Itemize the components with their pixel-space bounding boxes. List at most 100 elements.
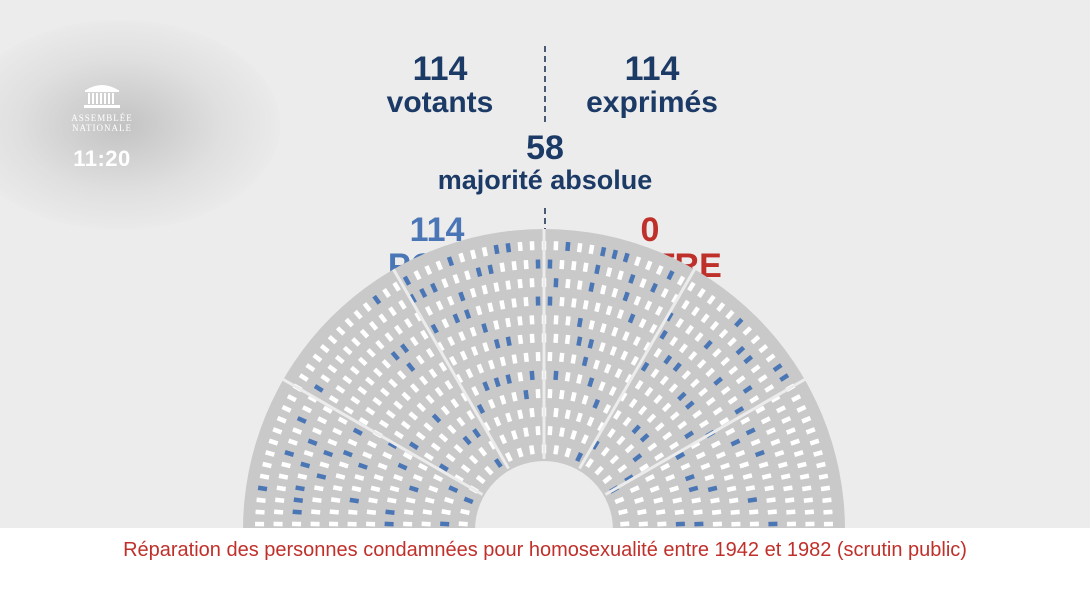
seat-pour	[342, 449, 353, 458]
seat-empty	[634, 496, 644, 504]
seat-empty	[452, 273, 460, 284]
seat-empty	[332, 427, 343, 436]
seat-empty	[564, 334, 571, 345]
seat-empty	[499, 299, 506, 310]
seat-empty	[423, 452, 434, 461]
seat-empty	[274, 497, 285, 503]
seat-empty	[629, 485, 640, 494]
seat-empty	[438, 433, 449, 443]
seat-empty	[660, 287, 669, 299]
seat-empty	[770, 438, 781, 446]
seat-pour	[462, 435, 472, 446]
seat-empty	[657, 521, 667, 527]
seat-empty	[409, 383, 420, 393]
seat-empty	[529, 315, 535, 325]
seat-empty	[265, 450, 275, 457]
seat-empty	[820, 485, 831, 492]
seat-empty	[805, 521, 815, 527]
seat-empty	[380, 387, 390, 397]
seat-empty	[676, 275, 686, 286]
seat-empty	[511, 260, 517, 271]
seat-pour	[735, 345, 746, 356]
seat-empty	[816, 461, 826, 469]
seat-pour	[400, 343, 410, 354]
seat-empty	[661, 402, 672, 413]
seat-empty	[647, 442, 658, 452]
seat-empty	[725, 427, 736, 436]
seat-empty	[373, 367, 383, 378]
seat-empty	[716, 302, 726, 312]
seat-empty	[475, 305, 483, 316]
seat-empty	[592, 359, 600, 370]
seat-empty	[783, 485, 793, 492]
seat-empty	[616, 309, 625, 320]
seat-empty	[372, 396, 383, 406]
seat-empty	[419, 375, 429, 386]
vote-caption: Réparation des personnes condamnées pour…	[123, 539, 967, 561]
seat-empty	[344, 317, 354, 328]
seat-empty	[765, 427, 776, 436]
seat-empty	[499, 262, 506, 273]
seat-pour	[745, 427, 756, 436]
seat-empty	[415, 354, 425, 365]
seat-empty	[434, 386, 444, 397]
seat-pour	[734, 317, 744, 328]
seat-empty	[775, 405, 787, 414]
seat-empty	[445, 453, 456, 463]
seat-empty	[393, 430, 404, 440]
seat-pour	[458, 291, 466, 302]
seat-empty	[420, 329, 429, 340]
seat-empty	[368, 320, 379, 331]
seat-pour	[600, 246, 607, 257]
seat-empty	[634, 379, 644, 390]
seat-pour	[553, 370, 559, 381]
seat-empty	[585, 458, 595, 469]
seat-empty	[570, 430, 578, 440]
seat-empty	[529, 333, 535, 343]
seat-empty	[301, 405, 313, 414]
seat-empty	[493, 320, 500, 330]
seat-empty	[818, 473, 829, 480]
seat-empty	[523, 352, 529, 363]
seat-empty	[392, 281, 401, 292]
seat-empty	[622, 416, 632, 427]
seat-pour	[505, 242, 512, 253]
seat-empty	[805, 427, 816, 435]
seat-empty	[505, 317, 512, 328]
seat-empty	[441, 278, 449, 289]
hemicycle-aisle	[282, 378, 484, 496]
seat-empty	[637, 509, 647, 516]
seat-pour	[440, 521, 450, 527]
seat-empty	[499, 356, 507, 367]
seat-empty	[332, 485, 343, 492]
seat-empty	[428, 368, 438, 379]
seat-pour	[640, 361, 650, 372]
stat-majorite: 58 majorité absolue	[395, 131, 695, 194]
seat-empty	[660, 462, 671, 472]
seat-empty	[402, 451, 413, 461]
seat-empty	[801, 485, 812, 492]
seat-pour	[622, 291, 630, 302]
seat-pour	[707, 485, 718, 493]
seat-empty	[571, 260, 577, 271]
seat-empty	[720, 356, 731, 367]
seat-empty	[659, 375, 669, 386]
seat-empty	[529, 241, 535, 251]
seat-pour	[463, 309, 472, 320]
seat-empty	[720, 386, 731, 396]
seat-pour	[553, 278, 559, 288]
seat-pour	[431, 413, 442, 424]
seat-empty	[712, 406, 723, 416]
seat-empty	[620, 350, 629, 361]
seat-empty	[517, 241, 523, 252]
seat-empty	[535, 426, 541, 436]
seat-empty	[633, 295, 642, 306]
seat-empty	[412, 473, 423, 482]
seat-empty	[735, 449, 746, 458]
seat-empty	[342, 345, 353, 356]
seat-empty	[766, 497, 776, 503]
seat-empty	[493, 416, 502, 427]
majorite-value: 58	[526, 129, 564, 167]
seat-empty	[654, 422, 665, 432]
seat-pour	[675, 521, 685, 527]
